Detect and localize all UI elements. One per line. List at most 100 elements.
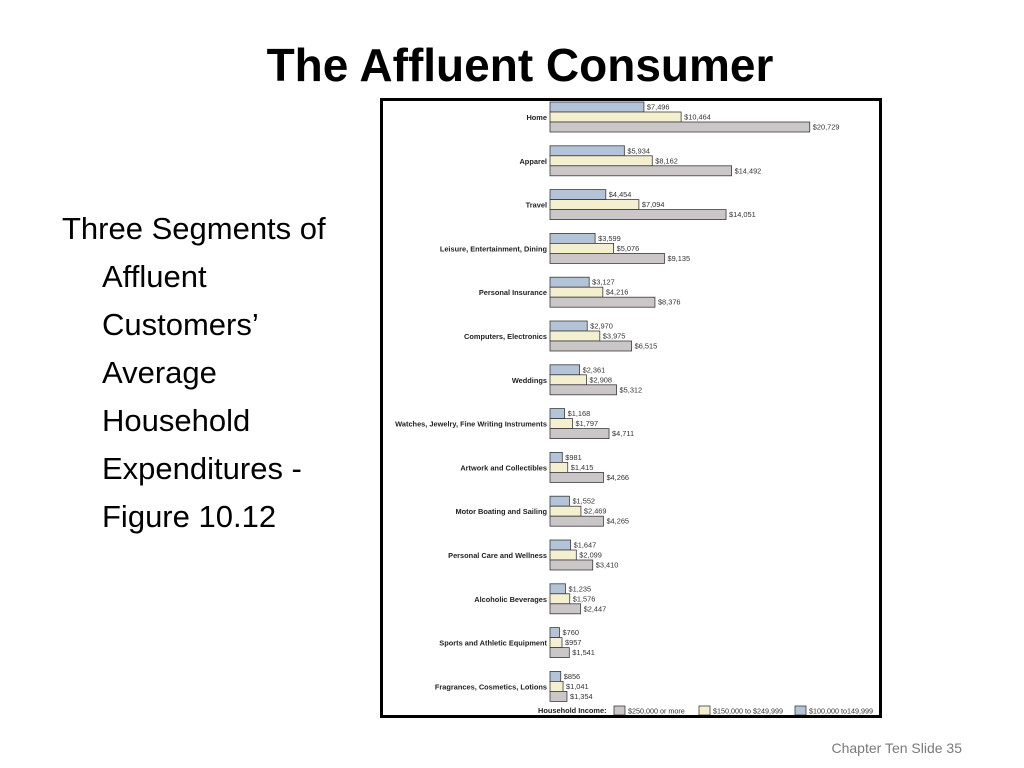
- bar-value-label: $20,729: [813, 123, 840, 132]
- bar: [549, 165, 732, 177]
- bar-value-label: $2,361: [583, 365, 606, 374]
- bar: [549, 145, 625, 157]
- bar-value-label: $3,127: [592, 278, 615, 287]
- bar-value-label: $2,469: [584, 507, 607, 516]
- bar: [549, 111, 682, 123]
- bar-value-label: $6,515: [635, 342, 658, 351]
- bar-value-label: $5,312: [620, 385, 643, 394]
- chart-svg: Home $7,496 $10,464 $20,729 Apparel $5,934 $8,…: [395, 101, 873, 716]
- bar: [549, 671, 562, 682]
- bar-value-label: $2,908: [589, 375, 612, 384]
- category-label: Fragrances, Cosmetics, Lotions: [435, 682, 547, 691]
- bar-value-label: $4,266: [606, 473, 629, 482]
- bar: [549, 461, 569, 473]
- legend-label: $100,000 to149,999: [809, 707, 873, 716]
- bar-value-label: $2,970: [590, 322, 613, 331]
- bar-value-label: $1,041: [566, 682, 589, 691]
- bar-value-label: $1,797: [576, 419, 599, 428]
- bar: [549, 637, 563, 648]
- bar-value-label: $5,934: [627, 146, 650, 155]
- bar-value-label: $8,376: [658, 298, 681, 307]
- bar: [549, 408, 566, 420]
- bar-value-label: $4,216: [606, 288, 629, 297]
- bar: [549, 101, 645, 113]
- bar: [549, 691, 568, 702]
- bar-value-label: $4,454: [609, 190, 632, 199]
- bar-value-label: $7,496: [647, 103, 670, 112]
- bar: [549, 549, 577, 561]
- bar-value-label: $3,975: [603, 332, 626, 341]
- bar-value-label: $4,711: [612, 429, 634, 438]
- category-label: Alcoholic Beverages: [474, 595, 547, 604]
- bar-value-label: $14,492: [735, 166, 762, 175]
- bar-value-label: $1,552: [572, 497, 595, 506]
- bar: [549, 681, 564, 692]
- bar: [549, 583, 566, 595]
- bar: [549, 451, 563, 463]
- bar: [549, 505, 582, 517]
- bar-value-label: $1,168: [568, 409, 591, 418]
- category-label: Home: [526, 113, 547, 122]
- bar-value-label: $1,647: [574, 541, 597, 550]
- bar: [549, 374, 587, 386]
- bar-value-label: $957: [565, 638, 581, 647]
- bar: [549, 199, 640, 210]
- bar-value-label: $1,576: [573, 594, 596, 603]
- bar: [549, 647, 570, 658]
- bar-value-label: $5,076: [617, 244, 640, 253]
- bar: [549, 428, 610, 440]
- bar: [549, 252, 665, 264]
- bar: [549, 627, 560, 638]
- category-label: Sports and Athletic Equipment: [439, 639, 547, 648]
- bar: [549, 286, 604, 298]
- bar-value-label: $10,464: [684, 113, 711, 122]
- bar-value-label: $2,447: [584, 604, 607, 613]
- bar: [549, 495, 570, 507]
- category-label: Motor Boating and Sailing: [455, 507, 547, 516]
- bar-value-label: $14,051: [729, 210, 756, 219]
- legend-swatch: [794, 705, 807, 715]
- bar-value-label: $1,415: [571, 463, 594, 472]
- category-label: Leisure, Entertainment, Dining: [440, 244, 548, 253]
- bar-value-label: $1,235: [568, 584, 591, 593]
- bar: [549, 232, 596, 244]
- category-label: Artwork and Collectibles: [460, 463, 547, 472]
- bar: [549, 320, 588, 332]
- bar-value-label: $760: [563, 628, 579, 637]
- category-label: Travel: [526, 201, 547, 210]
- legend-swatch: [613, 705, 626, 715]
- bar: [549, 189, 607, 200]
- bar: [549, 340, 633, 352]
- bar-value-label: $8,162: [655, 156, 678, 165]
- slide-body-paragraph: Three Segments of Affluent Customers’ Av…: [62, 211, 326, 534]
- legend-swatch: [698, 705, 711, 715]
- category-label: Computers, Electronics: [464, 332, 547, 341]
- bar: [549, 364, 580, 376]
- bar: [549, 559, 594, 571]
- slide-footer: Chapter Ten Slide 35: [831, 740, 963, 756]
- category-label: Personal Care and Wellness: [448, 551, 547, 560]
- bar: [549, 330, 601, 342]
- bar-value-label: $4,265: [606, 517, 629, 526]
- bar-value-label: $3,410: [596, 561, 619, 570]
- bar-value-label: $981: [565, 453, 581, 462]
- bar-value-label: $9,135: [667, 254, 690, 263]
- category-label: Personal Insurance: [479, 288, 547, 297]
- bar: [549, 296, 656, 308]
- bar: [549, 121, 811, 133]
- slide-title: The Affluent Consumer: [266, 39, 774, 91]
- bar: [549, 593, 571, 605]
- bar: [549, 418, 573, 430]
- category-label: Apparel: [519, 157, 547, 166]
- category-label: Weddings: [512, 376, 547, 385]
- bar: [549, 515, 604, 527]
- bar: [549, 384, 617, 396]
- expenditure-chart: Home $7,496 $10,464 $20,729 Apparel $5,934 $8,…: [380, 98, 882, 718]
- legend-label: $150,000 to $249,999: [713, 707, 783, 716]
- bar: [549, 471, 604, 483]
- bar: [549, 603, 582, 615]
- slide-body-text: Three Segments of Affluent Customers’ Av…: [62, 205, 362, 541]
- bar: [549, 155, 653, 167]
- bar-value-label: $1,541: [572, 648, 595, 657]
- bar: [549, 539, 572, 551]
